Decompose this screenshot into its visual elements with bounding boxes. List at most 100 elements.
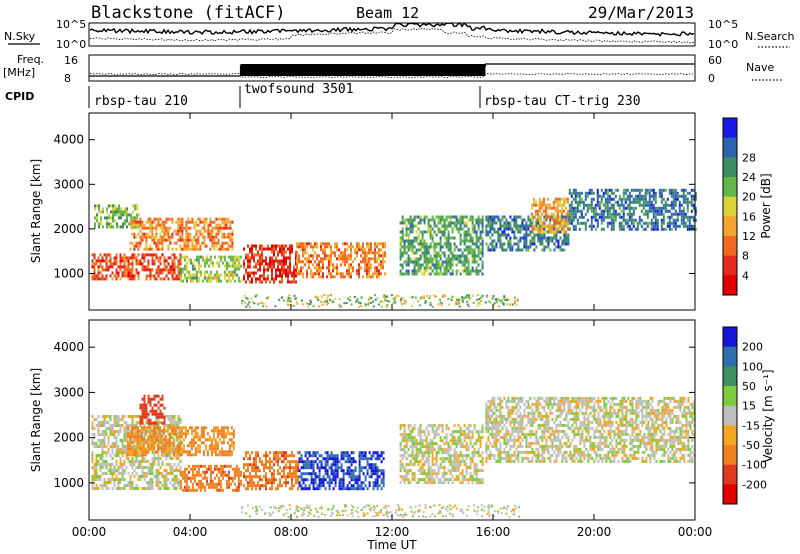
data-cell — [182, 444, 185, 448]
data-cell — [156, 450, 159, 454]
data-cell — [648, 209, 651, 213]
data-cell — [415, 236, 418, 240]
data-cell — [459, 254, 462, 258]
data-cell — [213, 255, 216, 259]
data-cell — [103, 478, 106, 481]
data-cell — [243, 294, 246, 297]
data-cell — [554, 215, 557, 219]
data-cell — [471, 227, 474, 231]
data-cell — [604, 188, 607, 192]
data-cell — [427, 230, 430, 234]
data-cell — [424, 300, 427, 303]
data-cell — [193, 264, 196, 268]
data-cell — [429, 242, 432, 246]
data-cell — [130, 225, 133, 229]
data-cell — [96, 216, 98, 220]
data-cell — [533, 236, 536, 240]
data-cell — [405, 239, 408, 243]
data-cell — [318, 469, 321, 473]
data-cell — [136, 213, 139, 217]
data-cell — [508, 298, 511, 301]
data-cell — [324, 478, 327, 482]
data-cell — [288, 300, 291, 303]
data-cell — [141, 466, 144, 469]
data-cell — [411, 305, 413, 308]
data-cell — [334, 242, 336, 246]
data-cell — [160, 435, 163, 439]
data-cell — [205, 467, 208, 471]
data-cell — [302, 272, 304, 276]
data-cell — [249, 280, 251, 284]
data-cell — [169, 268, 172, 272]
data-cell — [110, 216, 112, 220]
data-cell — [253, 244, 255, 248]
data-cell — [147, 259, 150, 263]
data-cell — [159, 226, 162, 230]
data-cell — [101, 268, 104, 272]
data-cell — [447, 242, 450, 246]
data-cell — [680, 203, 683, 207]
data-cell — [145, 238, 148, 242]
data-cell — [429, 266, 432, 270]
data-cell — [672, 221, 675, 225]
data-cell — [411, 242, 414, 246]
data-cell — [93, 274, 96, 278]
data-cell — [368, 272, 370, 276]
data-cell — [161, 247, 164, 251]
data-cell — [153, 460, 156, 463]
data-cell — [346, 272, 348, 276]
data-cell — [433, 272, 436, 276]
data-cell — [392, 302, 394, 305]
data-cell — [636, 194, 639, 198]
data-cell — [650, 209, 653, 213]
data-cell — [344, 275, 346, 279]
noise-left-tick-top: 10^5 — [56, 18, 86, 31]
data-cell — [475, 245, 478, 249]
data-cell — [231, 220, 234, 224]
data-cell — [123, 463, 126, 466]
data-cell — [157, 484, 160, 487]
data-cell — [131, 232, 134, 236]
data-cell — [105, 484, 108, 487]
data-cell — [348, 263, 350, 267]
data-cell — [525, 245, 528, 249]
data-cell — [131, 421, 134, 424]
data-cell — [463, 221, 466, 225]
data-cell — [165, 475, 168, 478]
data-cell — [336, 269, 338, 273]
data-cell — [283, 250, 285, 254]
data-cell — [558, 224, 561, 228]
data-cell — [326, 242, 328, 246]
data-cell — [431, 227, 434, 231]
data-cell — [151, 424, 154, 427]
data-cell — [674, 218, 677, 222]
data-cell — [328, 299, 331, 301]
data-cell — [115, 454, 118, 457]
data-cell — [127, 472, 130, 475]
data-cell — [555, 239, 558, 243]
data-cell — [115, 262, 118, 266]
data-cell — [254, 294, 257, 297]
data-cell — [620, 215, 623, 219]
data-cell — [257, 469, 259, 473]
data-cell — [308, 466, 311, 470]
data-cell — [450, 297, 453, 300]
data-cell — [330, 260, 332, 264]
data-cell — [182, 447, 185, 451]
data-cell — [545, 239, 548, 243]
data-cell — [144, 429, 147, 433]
data-cell — [99, 424, 102, 427]
data-cell — [610, 221, 613, 225]
data-cell — [658, 206, 661, 210]
data-cell — [119, 478, 122, 481]
data-cell — [445, 224, 448, 228]
data-cell — [614, 209, 617, 213]
data-cell — [692, 218, 695, 222]
data-cell — [461, 299, 464, 302]
data-cell — [660, 191, 663, 195]
data-cell — [205, 244, 208, 248]
data-cell — [147, 274, 150, 278]
data-cell — [467, 269, 470, 273]
data-cell — [328, 260, 330, 264]
data-cell — [204, 438, 207, 442]
